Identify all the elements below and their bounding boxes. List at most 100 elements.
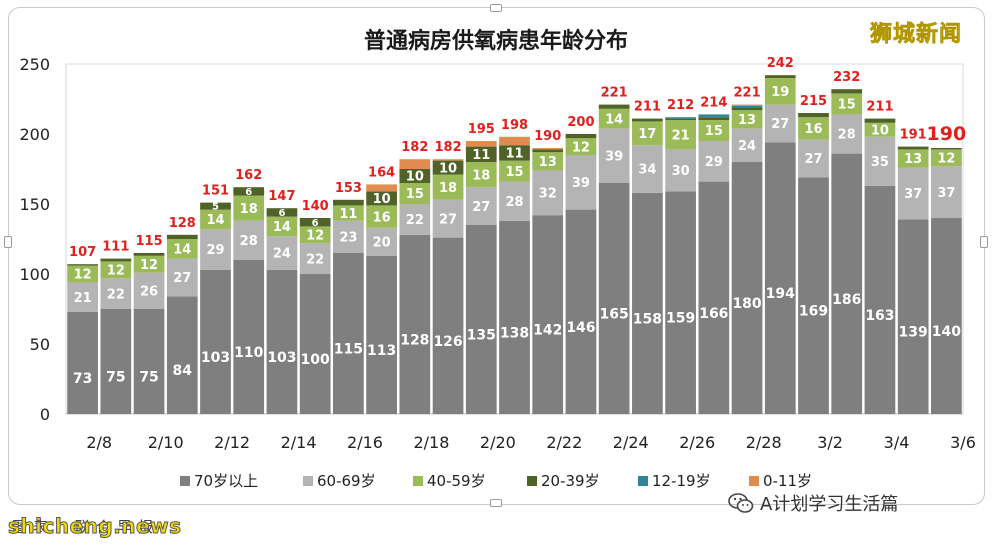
legend-label: 0-11岁 <box>763 472 812 490</box>
total-label: 195 <box>468 122 495 137</box>
bar-segment <box>632 192 663 414</box>
source-caption: 图表：联合早报 <box>12 518 160 536</box>
data-label: 186 <box>832 292 861 308</box>
bar-segment <box>565 134 597 139</box>
bar-segment <box>200 269 231 414</box>
data-label: 27 <box>439 212 457 227</box>
data-label: 24 <box>738 139 756 154</box>
data-label: 75 <box>106 370 125 386</box>
x-tick-label: 3/4 <box>884 433 910 452</box>
total-label: 182 <box>401 140 428 155</box>
resize-handle-left[interactable] <box>4 236 12 248</box>
data-label: 12 <box>140 258 158 273</box>
x-tick-label: 2/22 <box>546 433 582 452</box>
x-tick-label: 2/28 <box>746 433 782 452</box>
bar-segment <box>333 199 364 206</box>
total-label: 162 <box>235 168 262 183</box>
bar-segment <box>532 152 564 171</box>
data-label: 11 <box>505 147 523 162</box>
resize-handle-right[interactable] <box>980 236 988 248</box>
x-tick-label: 2/24 <box>613 433 649 452</box>
data-label: 14 <box>273 220 291 235</box>
y-tick-label: 200 <box>19 125 50 144</box>
data-label: 10 <box>871 123 889 138</box>
data-label: 28 <box>505 195 523 210</box>
x-tick-label: 2/14 <box>281 433 317 452</box>
y-tick-label: 250 <box>19 55 50 74</box>
total-label: 190 <box>534 129 561 144</box>
bar-segment <box>200 209 231 230</box>
resize-handle-top[interactable] <box>490 4 502 12</box>
data-label: 22 <box>107 287 125 302</box>
total-label: 151 <box>202 184 229 199</box>
bar-segment <box>665 191 696 414</box>
total-label: 191 <box>900 128 927 143</box>
bar-segment <box>233 195 265 221</box>
data-label: 17 <box>638 127 656 142</box>
data-label: 138 <box>500 325 529 341</box>
bar-segment <box>864 185 896 414</box>
bar-segment <box>831 89 863 94</box>
bar-segment <box>399 169 431 183</box>
bar-segment <box>532 215 564 414</box>
bar-segment <box>166 234 198 239</box>
data-label: 14 <box>206 213 224 228</box>
data-label: 23 <box>339 231 357 246</box>
legend-label: 20-39岁 <box>541 472 600 490</box>
bar-segment <box>598 183 630 414</box>
wechat-watermark-text: A计划学习生活篇 <box>760 494 899 515</box>
legend-swatch <box>638 476 648 486</box>
bar-segment <box>266 216 298 237</box>
data-label: 21 <box>74 291 92 306</box>
wechat-watermark: A计划学习生活篇 <box>728 488 898 518</box>
bar-segment <box>465 146 497 162</box>
resize-handle-bottom[interactable] <box>490 499 502 507</box>
bar-segment <box>698 181 730 414</box>
data-label: 15 <box>705 124 723 139</box>
bar-segment <box>798 117 829 140</box>
data-label: 24 <box>273 247 291 262</box>
bar-segment <box>731 106 763 108</box>
bar-segment <box>698 117 730 120</box>
total-label: 221 <box>733 86 760 101</box>
bar-segment <box>897 167 929 220</box>
bar-segment <box>67 265 98 283</box>
bar-segment <box>465 162 497 188</box>
bar-segment <box>731 110 763 129</box>
data-label: 18 <box>240 202 258 217</box>
bar-segment <box>632 118 663 122</box>
data-label: 84 <box>173 363 193 379</box>
legend-swatch <box>180 476 190 486</box>
data-label: 16 <box>804 122 822 137</box>
total-label: 182 <box>434 140 461 155</box>
bar-segment <box>831 93 863 115</box>
total-label: 232 <box>833 70 860 85</box>
total-label: 214 <box>700 95 727 110</box>
total-label: 215 <box>800 94 827 109</box>
bar-segment <box>432 174 464 200</box>
bar-segment <box>366 184 397 192</box>
bar-segment <box>665 149 696 192</box>
x-tick-label: 2/18 <box>413 433 449 452</box>
bar-segment <box>731 162 763 414</box>
bar-segment <box>399 159 431 169</box>
data-label: 13 <box>539 155 557 170</box>
total-label: 153 <box>335 181 362 196</box>
bar-segment <box>632 121 663 146</box>
data-label: 12 <box>572 140 590 155</box>
data-label: 140 <box>932 324 961 340</box>
watermark-bottom-left: shicheng.news <box>8 514 182 539</box>
data-label: 165 <box>600 307 629 323</box>
bar-segment <box>532 149 564 153</box>
total-label: 107 <box>69 245 96 260</box>
data-label: 12 <box>107 263 125 278</box>
data-label: 14 <box>173 242 191 257</box>
total-label: 211 <box>634 100 661 115</box>
total-label: 164 <box>368 165 395 180</box>
data-label: 194 <box>766 286 795 302</box>
data-label: 14 <box>605 112 623 127</box>
bar-segment <box>465 141 497 147</box>
bar-segment <box>764 142 796 414</box>
data-label: 21 <box>672 128 690 143</box>
legend-swatch <box>303 476 313 486</box>
